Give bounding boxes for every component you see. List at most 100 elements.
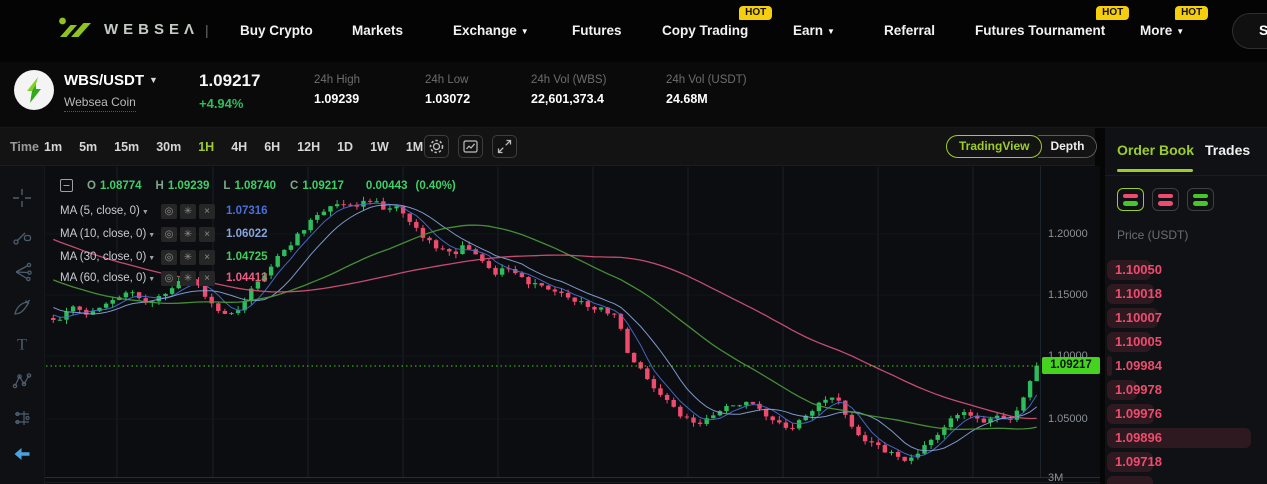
nav-item-markets[interactable]: Markets bbox=[352, 23, 403, 38]
interval-1W[interactable]: 1W bbox=[370, 140, 389, 154]
ma-settings-icon[interactable]: ✳ bbox=[180, 226, 196, 242]
interval-1D[interactable]: 1D bbox=[337, 140, 354, 154]
ma-visibility-icon[interactable]: ◎ bbox=[161, 270, 177, 286]
order-book-row[interactable]: 1.09976 bbox=[1105, 402, 1267, 426]
price-column-header: Price (USDT) bbox=[1117, 228, 1189, 242]
collapse-legend-icon[interactable] bbox=[60, 179, 73, 192]
stat-label: 24h Vol (WBS) bbox=[531, 74, 607, 86]
nav-item-label: Exchange bbox=[453, 23, 517, 38]
ma-remove-icon[interactable]: × bbox=[199, 249, 215, 265]
interval-1M[interactable]: 1M bbox=[405, 140, 424, 154]
pair-info-bar: WBS/USDT ▼ Websea Coin 1.09217 +4.94% 24h… bbox=[0, 62, 1267, 128]
depth-bar bbox=[1107, 428, 1251, 448]
interval-1m[interactable]: 1m bbox=[44, 140, 63, 154]
top-nav: WEBSEΛ | Buy Crypto Markets Exchange ▼ Futur… bbox=[0, 0, 1267, 62]
chart-view-toggle: TradingView Depth bbox=[946, 135, 1098, 158]
chart-style-icon[interactable] bbox=[458, 135, 483, 158]
ma-value: 1.04413 bbox=[226, 272, 268, 284]
order-book-row[interactable]: 1.09896 bbox=[1105, 426, 1267, 450]
sign-in-label: S bbox=[1259, 22, 1267, 38]
sign-in-button[interactable]: S bbox=[1232, 13, 1267, 49]
indicator-settings-icon[interactable] bbox=[424, 135, 449, 158]
interval-5m[interactable]: 5m bbox=[79, 140, 98, 154]
interval-30m[interactable]: 30m bbox=[156, 140, 182, 154]
nav-item-futures-tournament[interactable]: Futures Tournament HOT bbox=[975, 6, 1130, 38]
nav-item-referral[interactable]: Referral bbox=[884, 23, 935, 38]
order-book-row[interactable]: 1.10007 bbox=[1105, 306, 1267, 330]
book-bids-only-button[interactable] bbox=[1187, 188, 1214, 211]
close-value: 1.09217 bbox=[302, 179, 344, 192]
ohlc-legend: O 1.08774 H 1.09239 L 1.08740 C 1.09217 … bbox=[60, 179, 456, 192]
brush-icon[interactable] bbox=[12, 298, 34, 320]
nav-item-futures[interactable]: Futures bbox=[572, 23, 622, 38]
open-value: 1.08774 bbox=[99, 179, 142, 192]
nav-item-exchange[interactable]: Exchange ▼ bbox=[453, 23, 529, 38]
text-icon[interactable]: T bbox=[12, 334, 34, 356]
depth-bar bbox=[1107, 284, 1154, 304]
order-book-panel: Order Book Trades Price (USDT) 1.10050 1.… bbox=[1105, 128, 1267, 484]
ma-remove-icon[interactable]: × bbox=[199, 270, 215, 286]
back-arrow-icon[interactable] bbox=[12, 444, 34, 466]
interval-15m[interactable]: 15m bbox=[114, 140, 140, 154]
ma-settings-icon[interactable]: ✳ bbox=[180, 249, 196, 265]
position-tool-icon[interactable] bbox=[12, 408, 34, 430]
depth-bar bbox=[1107, 356, 1112, 376]
tab-trades[interactable]: Trades bbox=[1205, 142, 1251, 158]
candlestick-chart bbox=[45, 166, 1100, 483]
fullscreen-icon[interactable] bbox=[492, 135, 517, 158]
tradingview-tab[interactable]: TradingView bbox=[946, 135, 1043, 158]
book-asks-only-button[interactable] bbox=[1152, 188, 1179, 211]
tab-order-book[interactable]: Order Book bbox=[1117, 142, 1195, 158]
change-pct: (0.40%) bbox=[415, 179, 456, 192]
depth-bar bbox=[1107, 332, 1151, 352]
ma-visibility-icon[interactable]: ◎ bbox=[161, 203, 177, 219]
nav-item-label: Earn bbox=[793, 23, 824, 38]
nav-item-more[interactable]: More ▼ HOT bbox=[1140, 6, 1209, 38]
ma-settings-icon[interactable]: ✳ bbox=[180, 270, 196, 286]
order-book-row[interactable]: 1.10050 bbox=[1105, 258, 1267, 282]
ma-label: MA (30, close, 0) ▼ bbox=[60, 251, 156, 263]
book-both-button[interactable] bbox=[1117, 188, 1144, 211]
websea-logo-icon bbox=[59, 17, 91, 37]
nav-item-label: Buy Crypto bbox=[240, 23, 313, 38]
order-book-row[interactable]: 1.10005 bbox=[1105, 330, 1267, 354]
depth-tab[interactable]: Depth bbox=[1038, 135, 1098, 158]
ma-visibility-icon[interactable]: ◎ bbox=[161, 249, 177, 265]
nav-item-label: Copy Trading bbox=[662, 23, 749, 38]
ma-remove-icon[interactable]: × bbox=[199, 226, 215, 242]
order-book-row[interactable]: 1.10018 bbox=[1105, 282, 1267, 306]
chart-region[interactable]: O 1.08774 H 1.09239 L 1.08740 C 1.09217 … bbox=[45, 166, 1100, 484]
ticker-stat: 24h Low 1.03072 bbox=[425, 74, 470, 106]
nav-item-earn[interactable]: Earn ▼ bbox=[793, 23, 835, 38]
current-price-tag: 1.09217 bbox=[1042, 357, 1100, 374]
trend-line-icon[interactable] bbox=[12, 226, 34, 248]
ma-visibility-icon[interactable]: ◎ bbox=[161, 226, 177, 242]
fork-tool-icon[interactable] bbox=[12, 262, 34, 284]
pair-selector[interactable]: WBS/USDT ▼ Websea Coin bbox=[64, 72, 158, 112]
xabcd-pattern-icon[interactable] bbox=[12, 371, 34, 393]
ma-legend-row: MA (10, close, 0) ▼ ◎ ✳ × 1.06022 bbox=[60, 225, 268, 243]
ma-remove-icon[interactable]: × bbox=[199, 203, 215, 219]
interval-4H[interactable]: 4H bbox=[231, 140, 248, 154]
chevron-down-icon: ▼ bbox=[139, 209, 149, 216]
order-book-row[interactable]: 1.09718 bbox=[1105, 450, 1267, 474]
nav-item-copy-trading[interactable]: Copy Trading HOT bbox=[662, 6, 773, 38]
crosshair-icon[interactable] bbox=[12, 188, 34, 210]
nav-item-buy-crypto[interactable]: Buy Crypto bbox=[240, 23, 313, 38]
ma-settings-icon[interactable]: ✳ bbox=[180, 203, 196, 219]
interval-6H[interactable]: 6H bbox=[264, 140, 281, 154]
ask-price: 1.09978 bbox=[1115, 382, 1162, 397]
close-label: C bbox=[290, 179, 299, 192]
low-label: L bbox=[223, 179, 231, 192]
websea-logo[interactable]: WEBSEΛ bbox=[58, 16, 199, 42]
order-book-row[interactable]: 1.09978 bbox=[1105, 378, 1267, 402]
stat-label: 24h High bbox=[314, 74, 361, 86]
hot-badge: HOT bbox=[739, 6, 773, 20]
chevron-down-icon: ▼ bbox=[146, 255, 156, 262]
ma-label: MA (5, close, 0) ▼ bbox=[60, 205, 149, 217]
order-book-row[interactable]: 1.09984 bbox=[1105, 354, 1267, 378]
interval-12H[interactable]: 12H bbox=[297, 140, 321, 154]
interval-1H[interactable]: 1H bbox=[198, 140, 215, 154]
ask-price: 1.10050 bbox=[1115, 262, 1162, 277]
ma-value: 1.06022 bbox=[226, 228, 268, 240]
